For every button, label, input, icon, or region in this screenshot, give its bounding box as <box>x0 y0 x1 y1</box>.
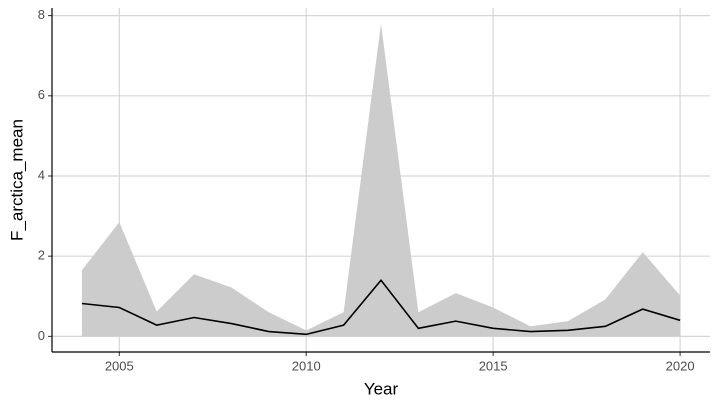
y-tick-label: 6 <box>38 87 45 102</box>
y-axis-title: F_arctica_mean <box>7 119 26 241</box>
y-tick-label: 4 <box>38 167 45 182</box>
y-tick-label: 0 <box>38 328 45 343</box>
x-tick-label: 2005 <box>105 358 134 373</box>
ribbon <box>81 23 681 337</box>
y-tick-label: 2 <box>38 248 45 263</box>
line <box>81 278 681 336</box>
x-tick-label: 2015 <box>479 358 508 373</box>
x-tick-label: 2010 <box>292 358 321 373</box>
x-tick-label: 2020 <box>666 358 695 373</box>
x-axis-title: Year <box>364 379 399 398</box>
y-tick-label: 8 <box>38 7 45 22</box>
